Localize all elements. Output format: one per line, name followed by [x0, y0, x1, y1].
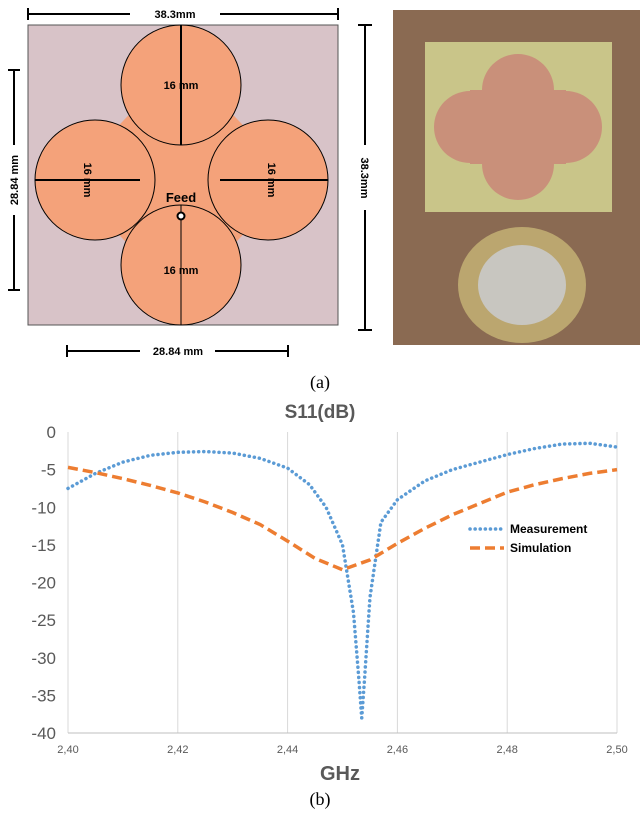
y-tick-label: 0 — [47, 423, 56, 442]
y-tick-label: -40 — [31, 724, 56, 743]
y-tick-label: -5 — [41, 461, 56, 480]
x-tick-label: 2,46 — [387, 744, 408, 756]
legend-label: Measurement — [510, 522, 587, 536]
coin-center — [478, 245, 566, 325]
y-tick-label: -35 — [31, 686, 56, 705]
y-tick-label: -25 — [31, 611, 56, 630]
y-tick-label: -20 — [31, 574, 56, 593]
figure: 38.3mm 28.84 mm 38.3mm 28.84 mm 16 mm 16… — [0, 0, 640, 815]
chart: S11(dB) GHz 0 -5 -10 -15 -20 -25 -30 -35 -402,40… — [31, 402, 627, 785]
dimension-label: 38.3mm — [358, 158, 370, 199]
caption: (b) — [310, 789, 331, 810]
feed-label: Feed — [166, 190, 196, 205]
circle-label: 16 mm — [81, 163, 93, 198]
x-axis-label: GHz — [320, 763, 360, 785]
dimension-label: 38.3mm — [155, 9, 196, 21]
x-tick-label: 2,40 — [57, 744, 78, 756]
circle-label: 16 mm — [164, 265, 199, 277]
y-tick-label: -10 — [31, 498, 56, 517]
circle-label: 16 mm — [164, 80, 199, 92]
circle-label: 16 mm — [265, 163, 277, 198]
x-tick-label: 2,44 — [277, 744, 298, 756]
x-tick-label: 2,50 — [606, 744, 627, 756]
photo — [393, 10, 640, 345]
y-tick-label: -15 — [31, 536, 56, 555]
chart-title: S11(dB) — [285, 402, 356, 423]
y-tick-label: -30 — [31, 649, 56, 668]
x-tick-label: 2,48 — [496, 744, 517, 756]
dimension-label: 28.84 mm — [153, 346, 203, 358]
diagram — [8, 8, 372, 357]
feed-point — [178, 213, 185, 220]
caption: (a) — [310, 372, 330, 393]
x-tick-label: 2,42 — [167, 744, 188, 756]
dimension-label: 28.84 mm — [9, 155, 21, 205]
legend-label: Simulation — [510, 541, 571, 555]
